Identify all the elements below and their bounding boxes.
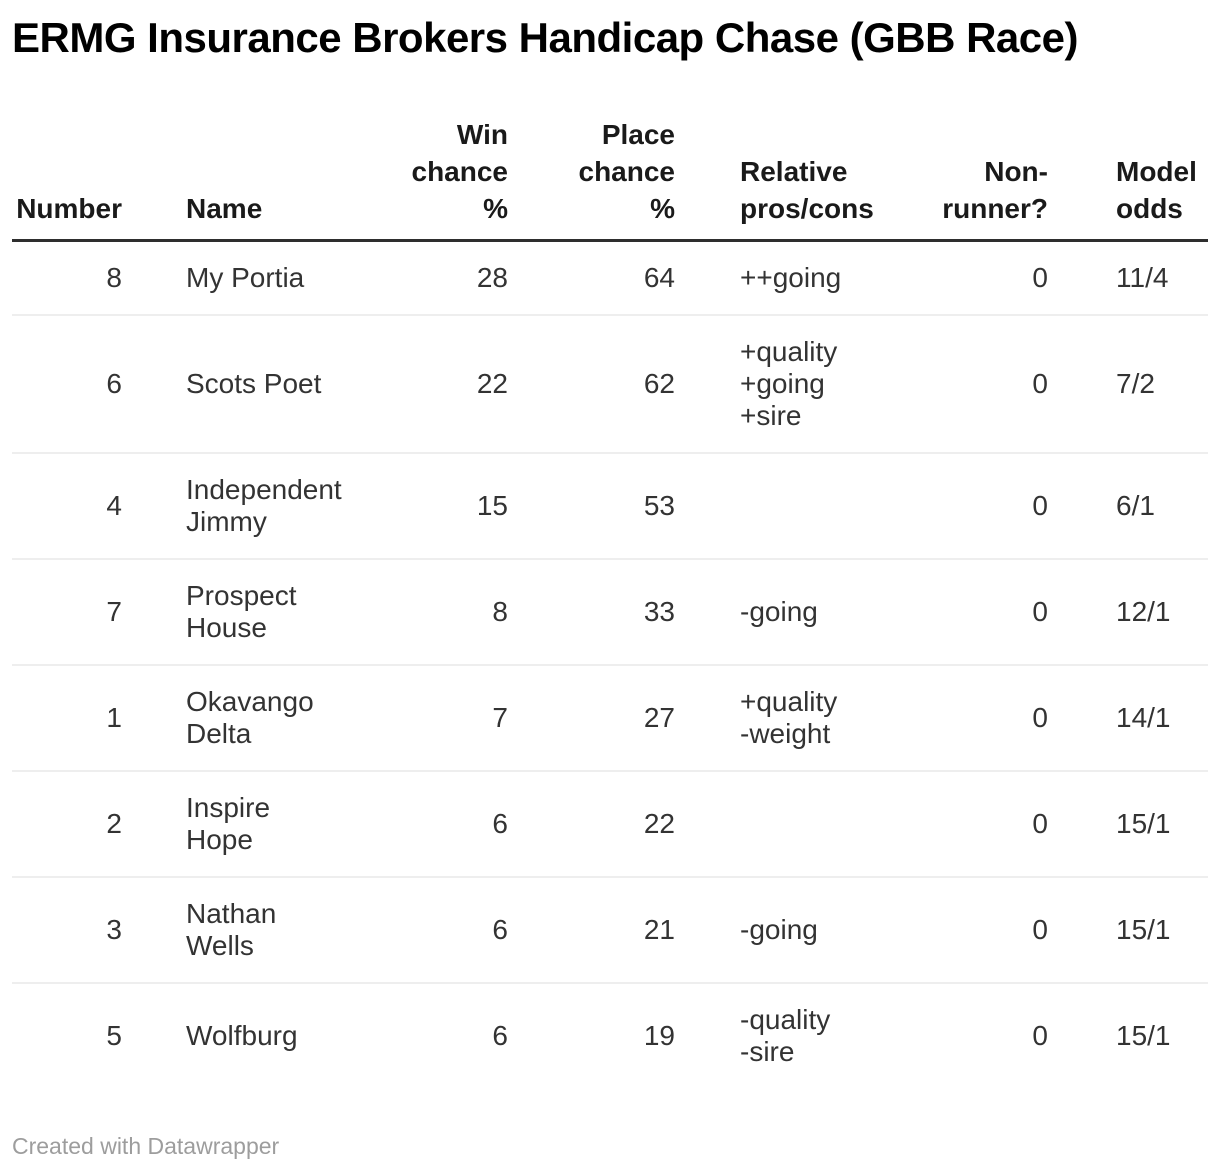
table-row: 6 Scots Poet 22 62 +quality +going +sire…	[12, 315, 1208, 453]
cell-number: 3	[106, 914, 122, 945]
cell-number: 2	[106, 808, 122, 839]
column-header-name: Name	[186, 193, 263, 224]
cell-name: My Portia	[186, 262, 305, 293]
cell-number: 5	[106, 1020, 122, 1051]
cell-win-chance: 6	[492, 1020, 508, 1051]
table-row: 2 Inspire Hope 6 22 0 15/1	[12, 771, 1208, 877]
column-header-pros-cons: Relative pros/cons	[740, 156, 874, 224]
cell-pros-cons: -going	[740, 596, 818, 627]
cell-number: 8	[106, 262, 122, 293]
cell-name: Scots Poet	[186, 368, 322, 399]
column-header-non-runner: Non- runner?	[942, 156, 1048, 224]
cell-number: 4	[106, 490, 122, 521]
cell-win-chance: 15	[476, 490, 508, 521]
cell-name: Independent Jimmy	[186, 474, 342, 537]
column-header-win-chance: Win chance %	[411, 119, 509, 224]
cell-pros-cons: +quality -weight	[740, 686, 838, 749]
cell-win-chance: 6	[492, 808, 508, 839]
cell-place-chance: 19	[643, 1020, 675, 1051]
cell-name: Wolfburg	[186, 1020, 298, 1051]
cell-place-chance: 21	[643, 914, 675, 945]
table-row: 4 Independent Jimmy 15 53 0 6/1	[12, 453, 1208, 559]
cell-place-chance: 64	[643, 262, 675, 293]
cell-pros-cons: ++going	[740, 262, 842, 293]
cell-place-chance: 33	[643, 596, 675, 627]
cell-name: Nathan Wells	[186, 898, 277, 961]
cell-win-chance: 28	[476, 262, 508, 293]
table-row: 7 Prospect House 8 33 -going 0 12/1	[12, 559, 1208, 665]
column-header-model-odds: Model odds	[1116, 156, 1197, 224]
table-header-row: Number Name Win chance % Place chance % …	[12, 116, 1208, 241]
cell-number: 1	[106, 702, 122, 733]
column-header-place-chance: Place chance %	[578, 119, 676, 224]
table-row: 8 My Portia 28 64 ++going 0 11/4	[12, 241, 1208, 315]
column-header-number: Number	[16, 193, 122, 224]
cell-place-chance: 22	[643, 808, 675, 839]
cell-non-runner: 0	[1032, 702, 1048, 733]
cell-pros-cons	[675, 453, 880, 559]
cell-place-chance: 53	[643, 490, 675, 521]
cell-name: Prospect House	[186, 580, 297, 643]
cell-model-odds: 15/1	[1116, 808, 1171, 839]
cell-win-chance: 22	[476, 368, 508, 399]
cell-number: 7	[106, 596, 122, 627]
cell-pros-cons: -going	[740, 914, 818, 945]
cell-non-runner: 0	[1032, 914, 1048, 945]
cell-pros-cons: +quality +going +sire	[740, 336, 838, 431]
cell-pros-cons: -quality -sire	[740, 1004, 831, 1067]
race-table: Number Name Win chance % Place chance % …	[12, 116, 1208, 1088]
page-title: ERMG Insurance Brokers Handicap Chase (G…	[12, 14, 1079, 61]
table-row: 3 Nathan Wells 6 21 -going 0 15/1	[12, 877, 1208, 983]
cell-name: Okavango Delta	[186, 686, 314, 749]
cell-place-chance: 62	[643, 368, 675, 399]
cell-non-runner: 0	[1032, 262, 1048, 293]
cell-model-odds: 15/1	[1116, 914, 1171, 945]
cell-win-chance: 6	[492, 914, 508, 945]
cell-non-runner: 0	[1032, 490, 1048, 521]
datawrapper-attribution: Created with Datawrapper	[12, 1133, 280, 1159]
cell-win-chance: 7	[492, 702, 508, 733]
cell-non-runner: 0	[1032, 596, 1048, 627]
cell-non-runner: 0	[1032, 808, 1048, 839]
cell-win-chance: 8	[492, 596, 508, 627]
cell-pros-cons	[675, 771, 880, 877]
cell-model-odds: 7/2	[1116, 368, 1155, 399]
cell-model-odds: 11/4	[1116, 262, 1169, 293]
cell-model-odds: 15/1	[1116, 1020, 1171, 1051]
table-row: 5 Wolfburg 6 19 -quality -sire 0 15/1	[12, 983, 1208, 1088]
cell-place-chance: 27	[643, 702, 675, 733]
cell-model-odds: 14/1	[1116, 702, 1171, 733]
cell-model-odds: 6/1	[1116, 490, 1155, 521]
cell-non-runner: 0	[1032, 368, 1048, 399]
cell-model-odds: 12/1	[1116, 596, 1171, 627]
table-row: 1 Okavango Delta 7 27 +quality -weight 0…	[12, 665, 1208, 771]
cell-non-runner: 0	[1032, 1020, 1048, 1051]
cell-name: Inspire Hope	[186, 792, 271, 855]
cell-number: 6	[106, 368, 122, 399]
